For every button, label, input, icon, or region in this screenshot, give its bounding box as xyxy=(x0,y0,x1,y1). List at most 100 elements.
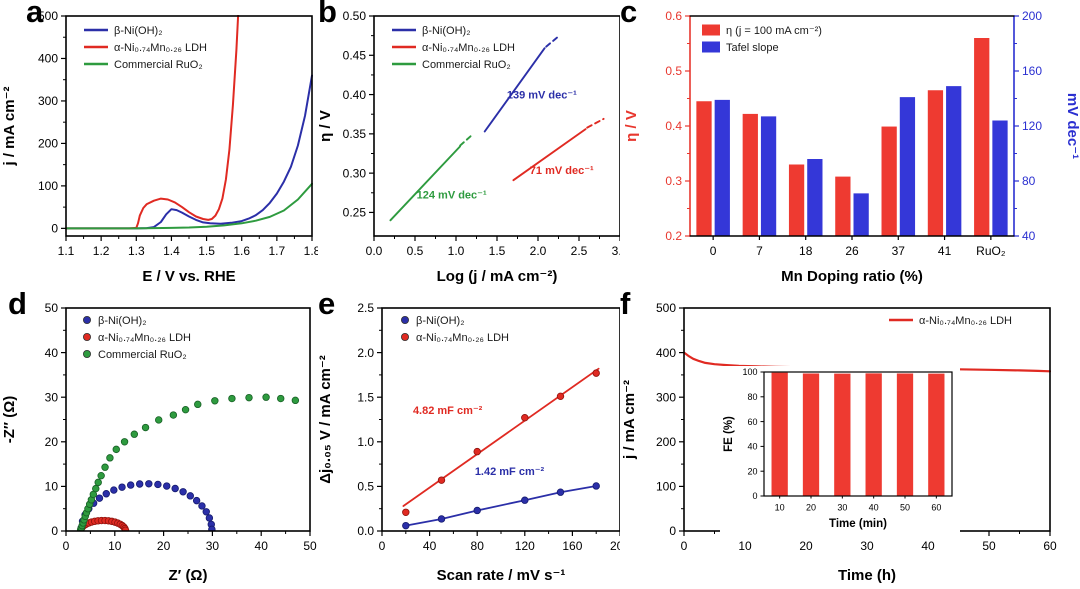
svg-text:0: 0 xyxy=(669,524,676,538)
svg-text:α-Ni₀.₇₄Mn₀.₂₆ LDH: α-Ni₀.₇₄Mn₀.₂₆ LDH xyxy=(98,332,191,344)
svg-text:0.4: 0.4 xyxy=(665,119,682,133)
svg-text:500: 500 xyxy=(656,301,676,315)
svg-text:Time (min): Time (min) xyxy=(829,518,887,530)
svg-text:10: 10 xyxy=(775,503,785,513)
panel-a: 1.1 1.2 1.3 1.4 1.5 1.6 1.7 1.8 0 100 200 300 400 500… xyxy=(0,0,322,292)
svg-text:20: 20 xyxy=(747,466,757,476)
svg-text:0: 0 xyxy=(51,222,58,236)
svg-text:60: 60 xyxy=(747,417,757,427)
svg-text:β-Ni(OH)₂: β-Ni(OH)₂ xyxy=(416,315,464,327)
svg-text:120: 120 xyxy=(1022,119,1042,133)
svg-text:37: 37 xyxy=(892,244,906,258)
svg-text:160: 160 xyxy=(1022,64,1042,78)
panel-e: 0 40 80 120 160 200 0.0 0.5 1.0 1.5 2.0 2.5 Scan rat… xyxy=(318,288,630,589)
svg-text:0: 0 xyxy=(752,491,757,501)
svg-text:α-Ni₀.₇₄Mn₀.₂₆ LDH: α-Ni₀.₇₄Mn₀.₂₆ LDH xyxy=(919,315,1012,327)
svg-text:40: 40 xyxy=(921,539,935,553)
svg-text:50: 50 xyxy=(303,539,317,553)
svg-text:Z′ (Ω): Z′ (Ω) xyxy=(169,567,208,584)
svg-text:1.7: 1.7 xyxy=(269,244,286,258)
svg-text:η (j = 100 mA cm⁻²): η (j = 100 mA cm⁻²) xyxy=(726,25,822,37)
panel-c-chart: 0 7 18 26 37 41 RuO₂ 0.2 0.3 0.4 0.5 0.6 40 80 120 160 2… xyxy=(620,0,1080,290)
svg-text:30: 30 xyxy=(45,390,59,404)
svg-text:0.2: 0.2 xyxy=(665,229,682,243)
svg-text:20: 20 xyxy=(45,435,59,449)
svg-text:α-Ni₀.₇₄Mn₀.₂₆ LDH: α-Ni₀.₇₄Mn₀.₂₆ LDH xyxy=(416,332,509,344)
svg-text:Tafel slope: Tafel slope xyxy=(726,42,779,54)
svg-text:40: 40 xyxy=(255,539,269,553)
svg-text:30: 30 xyxy=(860,539,874,553)
svg-text:1.2: 1.2 xyxy=(93,244,110,258)
svg-text:100: 100 xyxy=(742,367,757,377)
panel-c: 0 7 18 26 37 41 RuO₂ 0.2 0.3 0.4 0.5 0.6 40 80 120 160 2… xyxy=(620,0,1080,292)
panel-e-chart: 0 40 80 120 160 200 0.0 0.5 1.0 1.5 2.0 2.5 Scan rat… xyxy=(318,292,630,589)
svg-text:0.0: 0.0 xyxy=(357,524,374,538)
svg-text:E / V vs. RHE: E / V vs. RHE xyxy=(142,268,235,285)
svg-text:60: 60 xyxy=(931,503,941,513)
svg-text:50: 50 xyxy=(982,539,996,553)
svg-text:400: 400 xyxy=(38,52,58,66)
svg-text:124 mV dec⁻¹: 124 mV dec⁻¹ xyxy=(417,189,487,201)
svg-text:20: 20 xyxy=(157,539,171,553)
svg-text:41: 41 xyxy=(938,244,952,258)
svg-text:60: 60 xyxy=(1043,539,1057,553)
svg-text:2.5: 2.5 xyxy=(357,301,374,315)
panel-d-chart: 0 10 20 30 40 50 0 10 20 30 40 50 Z′ (Ω) -Z″ (Ω) β-Ni(… xyxy=(0,292,322,589)
svg-text:1.0: 1.0 xyxy=(357,435,374,449)
svg-text:120: 120 xyxy=(515,539,535,553)
svg-text:10: 10 xyxy=(45,480,59,494)
svg-text:400: 400 xyxy=(656,346,676,360)
svg-text:10: 10 xyxy=(738,539,752,553)
svg-text:β-Ni(OH)₂: β-Ni(OH)₂ xyxy=(98,315,146,327)
svg-text:18: 18 xyxy=(799,244,813,258)
svg-text:1.6: 1.6 xyxy=(233,244,250,258)
panel-f-label: f xyxy=(620,286,631,321)
svg-text:80: 80 xyxy=(1022,174,1036,188)
svg-text:0.6: 0.6 xyxy=(665,9,682,23)
panel-f: 0 10 20 30 40 50 60 0 100 200 300 400 500 Time (h) j /… xyxy=(620,288,1080,589)
panel-e-label: e xyxy=(318,286,336,321)
svg-text:1.1: 1.1 xyxy=(58,244,75,258)
svg-text:0.5: 0.5 xyxy=(665,64,682,78)
panel-d: 0 10 20 30 40 50 0 10 20 30 40 50 Z′ (Ω) -Z″ (Ω) β-Ni(… xyxy=(0,288,322,589)
svg-text:80: 80 xyxy=(747,392,757,402)
svg-text:Commercial RuO₂: Commercial RuO₂ xyxy=(98,349,187,361)
svg-text:0: 0 xyxy=(710,244,717,258)
svg-text:-Z″ (Ω): -Z″ (Ω) xyxy=(1,396,18,444)
svg-text:200: 200 xyxy=(38,137,58,151)
svg-text:40: 40 xyxy=(45,346,59,360)
svg-text:0.25: 0.25 xyxy=(343,206,367,220)
svg-text:0.35: 0.35 xyxy=(343,127,367,141)
panel-b-label: b xyxy=(318,0,337,29)
svg-text:Commercial RuO₂: Commercial RuO₂ xyxy=(422,59,511,71)
panel-a-label: a xyxy=(26,0,44,29)
svg-text:40: 40 xyxy=(1022,229,1036,243)
svg-text:300: 300 xyxy=(38,94,58,108)
svg-text:0.50: 0.50 xyxy=(343,9,367,23)
svg-text:300: 300 xyxy=(656,390,676,404)
svg-text:10: 10 xyxy=(108,539,122,553)
panel-c-label: c xyxy=(620,0,638,29)
svg-text:β-Ni(OH)₂: β-Ni(OH)₂ xyxy=(422,25,470,37)
svg-text:Mn Doping ratio (%): Mn Doping ratio (%) xyxy=(781,268,923,285)
panel-b-chart: 0.00.51.01.52.02.53.00.250.300.350.400.4… xyxy=(318,0,630,290)
svg-text:160: 160 xyxy=(562,539,582,553)
svg-text:30: 30 xyxy=(837,503,847,513)
panel-f-inset-chart: 10 20 30 40 50 60 0 20 40 60 80 100 Time (min) FE (%) xyxy=(720,366,960,536)
svg-text:0: 0 xyxy=(379,539,386,553)
svg-text:100: 100 xyxy=(38,179,58,193)
svg-text:139 mV dec⁻¹: 139 mV dec⁻¹ xyxy=(507,90,577,102)
svg-text:0.40: 0.40 xyxy=(343,88,367,102)
svg-text:1.8: 1.8 xyxy=(304,244,321,258)
svg-text:4.82 mF cm⁻²: 4.82 mF cm⁻² xyxy=(413,405,483,417)
svg-text:100: 100 xyxy=(656,480,676,494)
svg-text:0.3: 0.3 xyxy=(665,174,682,188)
svg-text:1.0: 1.0 xyxy=(448,244,465,258)
svg-text:40: 40 xyxy=(869,503,879,513)
svg-text:30: 30 xyxy=(206,539,220,553)
svg-text:1.42 mF cm⁻²: 1.42 mF cm⁻² xyxy=(475,466,545,478)
svg-text:0.0: 0.0 xyxy=(366,244,383,258)
svg-text:0: 0 xyxy=(51,524,58,538)
svg-text:1.5: 1.5 xyxy=(489,244,506,258)
svg-text:α-Ni₀.₇₄Mn₀.₂₆ LDH: α-Ni₀.₇₄Mn₀.₂₆ LDH xyxy=(114,42,207,54)
